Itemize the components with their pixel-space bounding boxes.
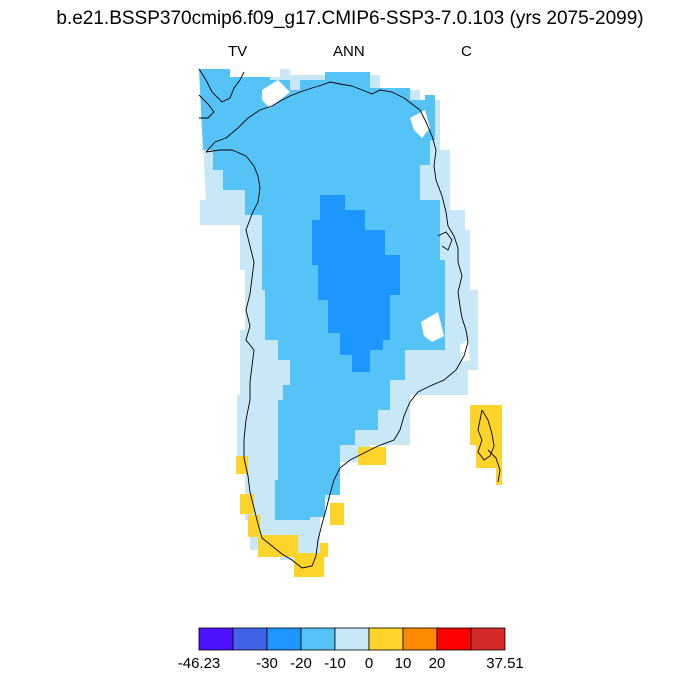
colorbar-tick-label: 37.51	[486, 655, 524, 672]
colorbar-tick-label: 10	[394, 655, 412, 672]
variable-label: TV	[228, 43, 248, 60]
colorbar-box	[300, 627, 336, 651]
light-blue-east-strip	[420, 160, 438, 200]
colorbar-tick-label: -20	[290, 655, 312, 672]
colorbar-box	[198, 627, 234, 651]
colorbar-box	[436, 627, 472, 651]
coastline	[198, 68, 501, 569]
iceland-coastline	[487, 449, 501, 483]
gap-cell	[262, 80, 290, 108]
colorbar-box	[334, 627, 370, 651]
colorbar-tick-label: -30	[256, 655, 278, 672]
colorbar-tick-label: 0	[364, 655, 374, 672]
yellow-cell	[320, 543, 328, 557]
yellow-cell	[240, 494, 254, 514]
colorbar-tick-label: -46.23	[177, 655, 221, 672]
season-label: ANN	[333, 43, 365, 60]
gap-cell	[410, 110, 430, 138]
colorbar-box	[266, 627, 302, 651]
deep-blue-area	[312, 195, 400, 372]
yellow-cell	[358, 447, 386, 465]
colorbar-tick-label: 20	[428, 655, 446, 672]
iceland-coastline	[477, 409, 495, 461]
colorbar-tick-label: -10	[324, 655, 346, 672]
units-label: C	[461, 43, 472, 60]
colorbar-box	[402, 627, 438, 651]
ellesmere-coastline	[198, 68, 245, 103]
island-coastline	[437, 231, 453, 251]
colorbar-box	[368, 627, 404, 651]
yellow-cell	[470, 405, 502, 445]
ellesmere-coastline	[198, 94, 215, 119]
gap-cell	[421, 312, 444, 342]
yellow-cell	[258, 535, 298, 557]
region-deep-blue	[312, 195, 400, 372]
colorbar-box	[470, 627, 506, 651]
greenland-coastline	[205, 81, 469, 569]
gap-cell	[230, 69, 280, 77]
yellow-cell	[294, 553, 324, 577]
plot-title: b.e21.BSSP370cmip6.f09_g17.CMIP6-SSP3-7.…	[56, 8, 644, 29]
yellow-cell	[330, 503, 344, 525]
colorbar-box	[232, 627, 268, 651]
